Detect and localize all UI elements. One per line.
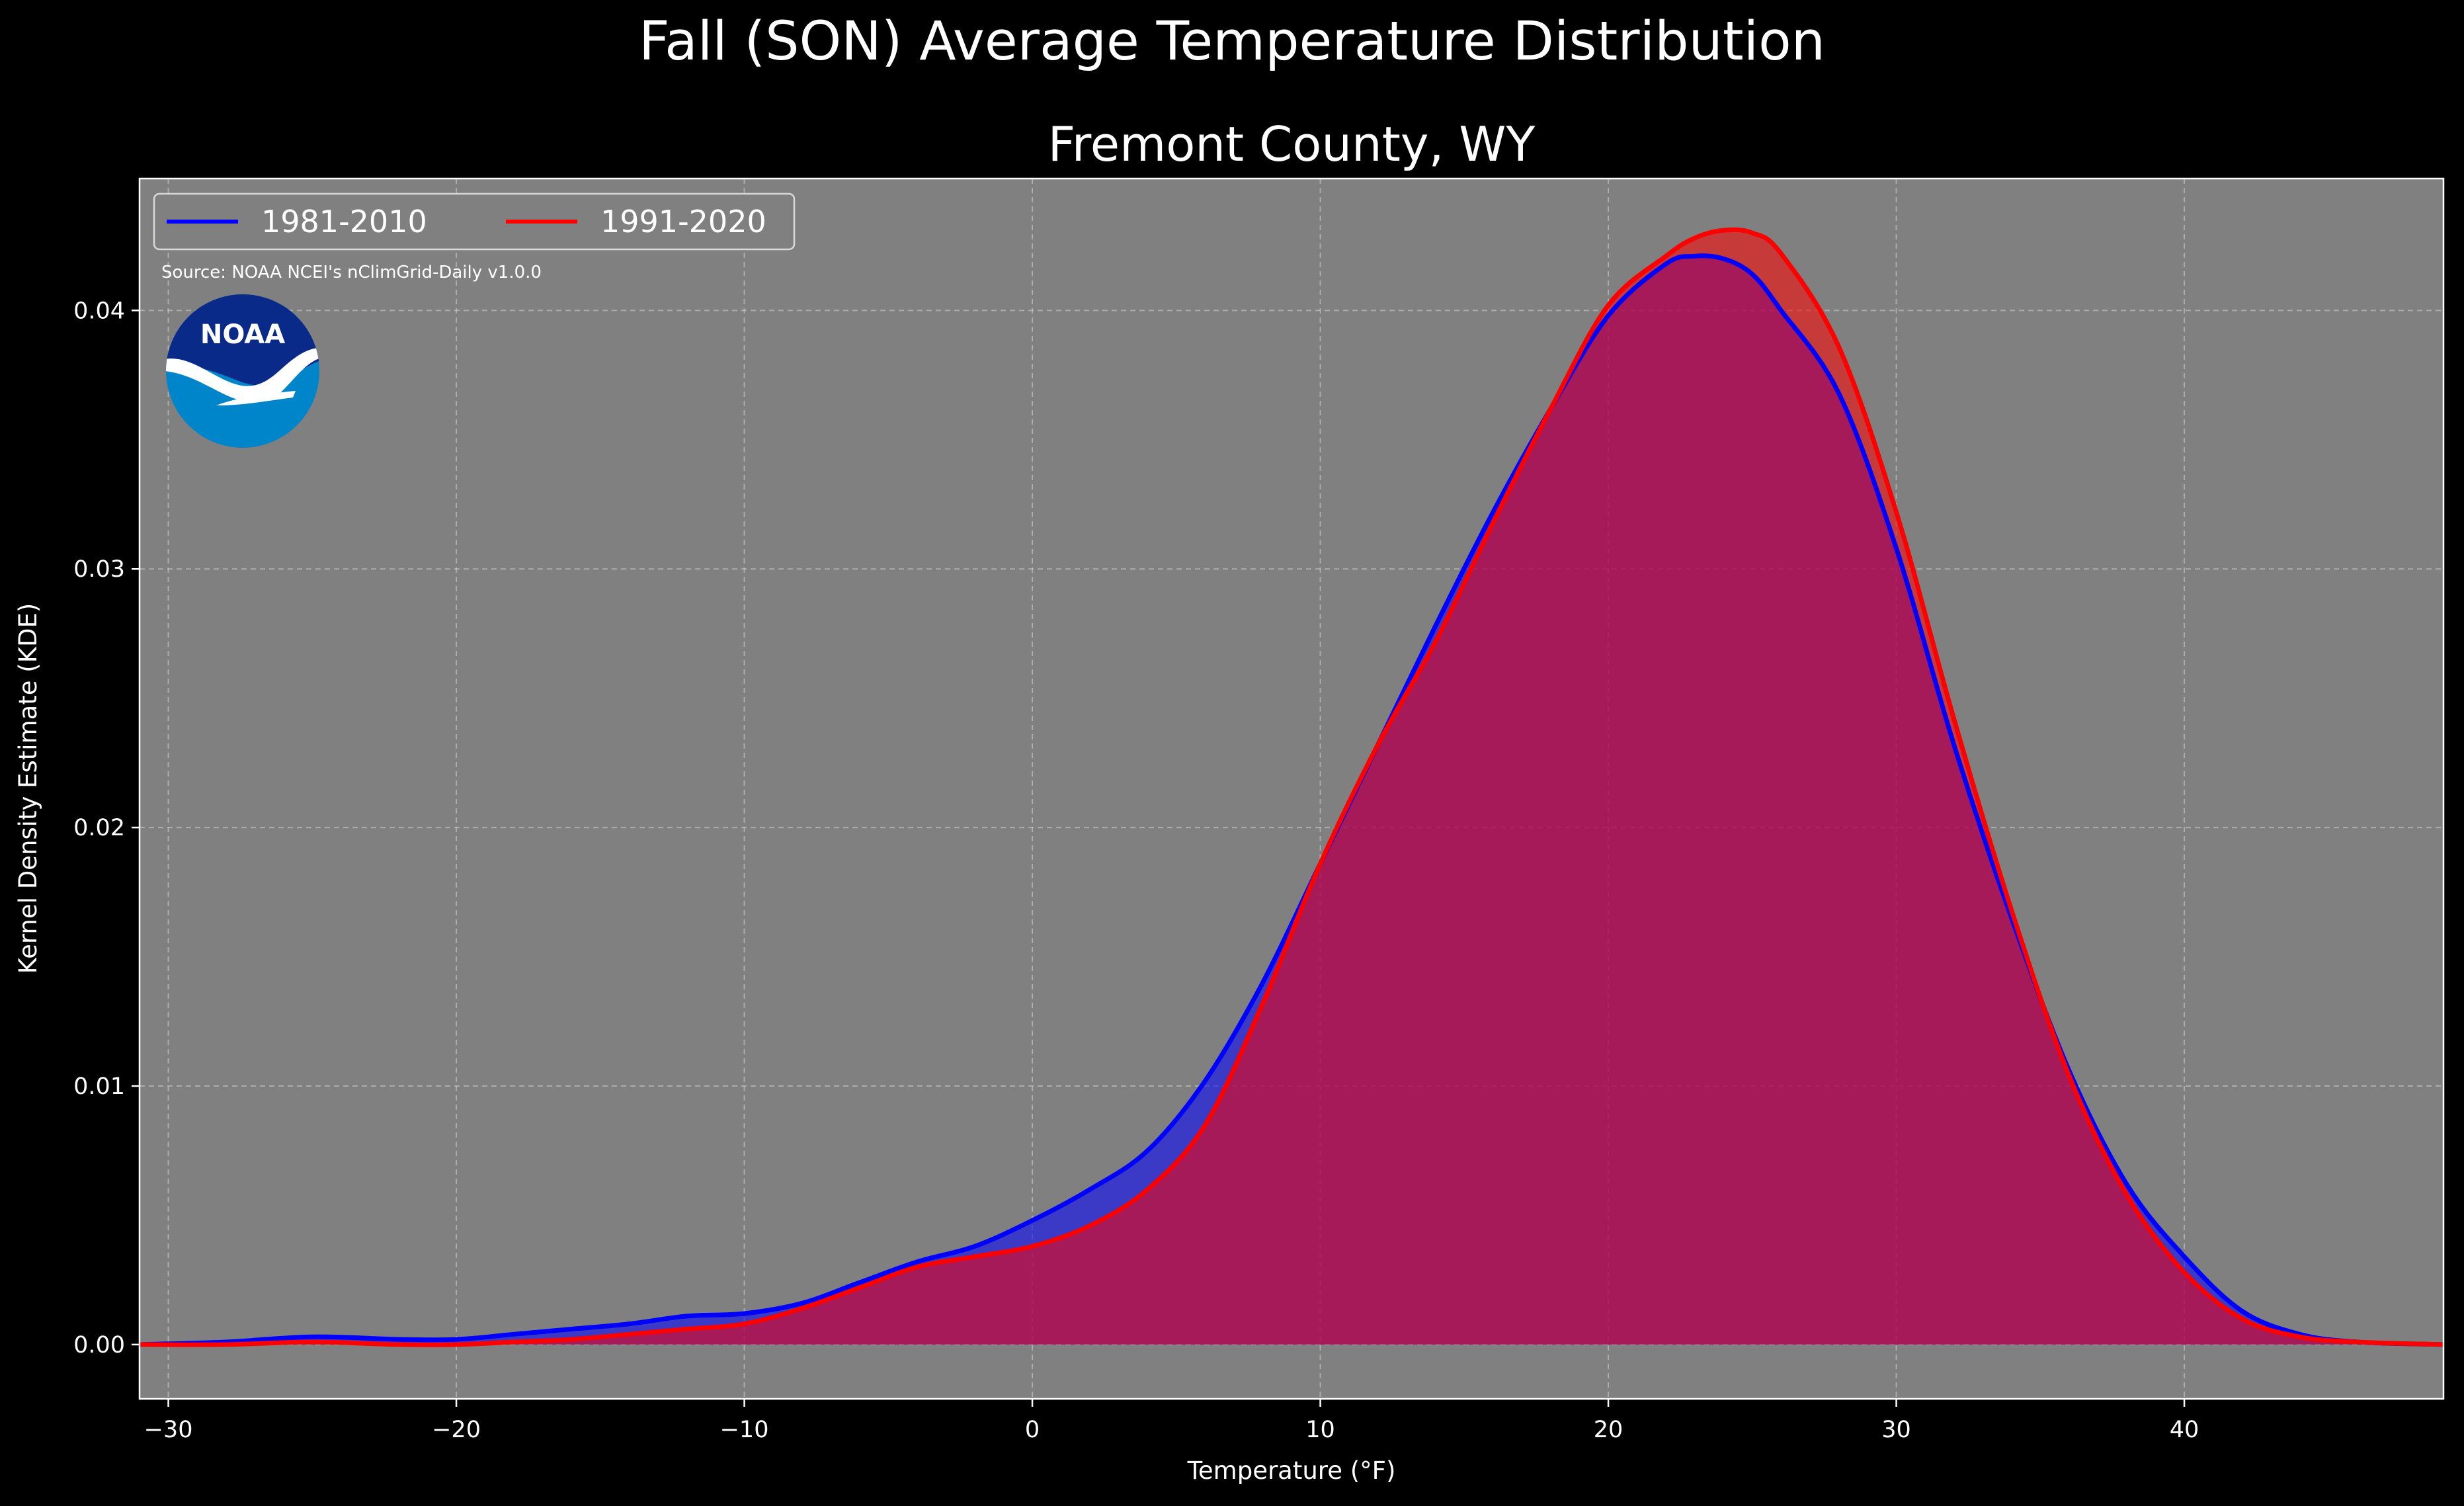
series-areas — [140, 230, 2443, 1345]
y-tick-label: 0.03 — [73, 556, 125, 583]
x-tick-label: 10 — [1305, 1417, 1335, 1443]
x-tick-label: 20 — [1594, 1417, 1623, 1443]
source-note: Source: NOAA NCEI's nClimGrid-Daily v1.0… — [161, 263, 542, 282]
chart-subtitle: Fremont County, WY — [1048, 116, 1536, 172]
x-tick-label: 40 — [2170, 1417, 2199, 1443]
legend-label-1991-2020: 1991-2020 — [600, 204, 766, 239]
plot-frame — [138, 177, 2445, 1400]
legend-box — [153, 192, 796, 251]
axis-ticks: −30 −20 −10 0 10 20 30 40 0.00 0.01 0.02 0.03 0.04 — [73, 298, 2199, 1443]
legend-label-1981-2010: 1981-2010 — [261, 204, 427, 239]
y-tick-label: 0.00 — [73, 1332, 125, 1359]
x-tick-label: 30 — [1881, 1417, 1911, 1443]
y-tick-label: 0.02 — [73, 815, 125, 841]
line-1991-2020 — [139, 227, 2444, 1347]
legend: 1981-2010 1991-2020 — [153, 192, 796, 251]
series-lines — [139, 227, 2444, 1347]
y-axis-label: Kernel Density Estimate (KDE) — [14, 603, 42, 974]
x-axis-label: Temperature (°F) — [1187, 1456, 1396, 1485]
noaa-logo-icon: NOAA — [166, 294, 319, 448]
y-tick-label: 0.01 — [73, 1073, 125, 1100]
area-1991-2020 — [140, 230, 2443, 1345]
x-tick-label: 0 — [1025, 1417, 1040, 1443]
x-tick-label: −10 — [720, 1417, 769, 1443]
chart-title: Fall (SON) Average Temperature Distribut… — [639, 11, 1825, 73]
x-tick-label: −20 — [432, 1417, 481, 1443]
y-tick-label: 0.04 — [73, 298, 125, 324]
x-tick-label: −30 — [144, 1417, 193, 1443]
noaa-logo-text: NOAA — [200, 319, 285, 350]
